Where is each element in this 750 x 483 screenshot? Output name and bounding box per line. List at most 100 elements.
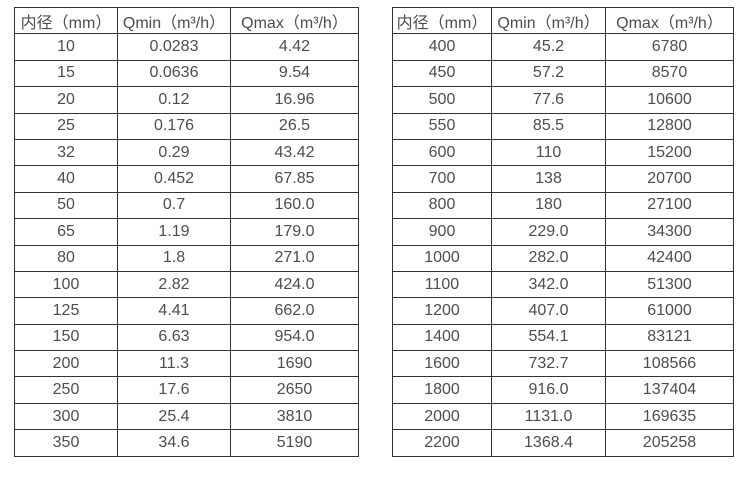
column-header: 内径（mm） bbox=[14, 6, 118, 35]
qmax-cell: 160.0 bbox=[230, 191, 359, 220]
table-row: 800 180 27100 bbox=[392, 191, 734, 220]
diameter-cell: 15 bbox=[14, 59, 118, 88]
diameter-cell: 50 bbox=[14, 191, 118, 220]
diameter-cell: 900 bbox=[392, 218, 492, 246]
diameter-cell: 800 bbox=[392, 191, 492, 220]
qmin-cell: 45.2 bbox=[491, 33, 606, 61]
qmin-cell: 0.29 bbox=[117, 138, 231, 167]
table-row: 150 6.63 954.0 bbox=[14, 323, 359, 352]
table-body: 400 45.2 6780 450 57.2 8570 500 77.6 10600 550 85.… bbox=[392, 33, 734, 457]
table-row: 1600 732.7 108566 bbox=[392, 350, 734, 378]
qmin-cell: 1368.4 bbox=[491, 429, 606, 457]
qmax-cell: 3810 bbox=[230, 402, 359, 431]
qmin-cell: 732.7 bbox=[491, 350, 606, 378]
qmax-cell: 16.96 bbox=[230, 86, 359, 114]
qmin-cell: 0.0636 bbox=[117, 59, 231, 88]
qmax-cell: 108566 bbox=[605, 350, 734, 378]
qmin-cell: 1.8 bbox=[117, 244, 231, 272]
qmax-cell: 26.5 bbox=[230, 112, 359, 140]
diameter-cell: 40 bbox=[14, 165, 118, 193]
table-row: 32 0.29 43.42 bbox=[14, 138, 359, 167]
diameter-cell: 25 bbox=[14, 112, 118, 140]
table-row: 40 0.452 67.85 bbox=[14, 165, 359, 193]
table-body: 10 0.0283 4.42 15 0.0636 9.54 20 0.12 16.96 25 0.1… bbox=[14, 33, 359, 457]
diameter-cell: 1800 bbox=[392, 376, 492, 404]
qmin-cell: 0.7 bbox=[117, 191, 231, 220]
diameter-cell: 1200 bbox=[392, 297, 492, 325]
table-row: 1000 282.0 42400 bbox=[392, 244, 734, 272]
diameter-cell: 1000 bbox=[392, 244, 492, 272]
diameter-cell: 1600 bbox=[392, 350, 492, 378]
table-row: 1100 342.0 51300 bbox=[392, 270, 734, 299]
table-header: 内径（mm） Qmin（m³/h） Qmax（m³/h） bbox=[392, 6, 734, 35]
diameter-cell: 10 bbox=[14, 33, 118, 61]
table-row: 1400 554.1 83121 bbox=[392, 323, 734, 352]
diameter-cell: 65 bbox=[14, 218, 118, 246]
qmax-cell: 179.0 bbox=[230, 218, 359, 246]
table-row: 600 110 15200 bbox=[392, 138, 734, 167]
header-row: 内径（mm） Qmin（m³/h） Qmax（m³/h） bbox=[392, 6, 734, 35]
diameter-cell: 1400 bbox=[392, 323, 492, 352]
table-row: 900 229.0 34300 bbox=[392, 218, 734, 246]
table-row: 300 25.4 3810 bbox=[14, 402, 359, 431]
qmin-cell: 0.12 bbox=[117, 86, 231, 114]
table-row: 10 0.0283 4.42 bbox=[14, 33, 359, 61]
diameter-cell: 300 bbox=[14, 402, 118, 431]
table-row: 100 2.82 424.0 bbox=[14, 270, 359, 299]
qmax-cell: 67.85 bbox=[230, 165, 359, 193]
diameter-cell: 20 bbox=[14, 86, 118, 114]
diameter-cell: 100 bbox=[14, 270, 118, 299]
table-row: 125 4.41 662.0 bbox=[14, 297, 359, 325]
qmax-cell: 5190 bbox=[230, 429, 359, 457]
table-row: 200 11.3 1690 bbox=[14, 350, 359, 378]
qmin-cell: 342.0 bbox=[491, 270, 606, 299]
diameter-cell: 700 bbox=[392, 165, 492, 193]
qmin-cell: 282.0 bbox=[491, 244, 606, 272]
qmin-cell: 554.1 bbox=[491, 323, 606, 352]
qmax-cell: 954.0 bbox=[230, 323, 359, 352]
table-row: 1200 407.0 61000 bbox=[392, 297, 734, 325]
table-row: 20 0.12 16.96 bbox=[14, 86, 359, 114]
table-row: 250 17.6 2650 bbox=[14, 376, 359, 404]
diameter-cell: 400 bbox=[392, 33, 492, 61]
qmax-cell: 271.0 bbox=[230, 244, 359, 272]
table-row: 1800 916.0 137404 bbox=[392, 376, 734, 404]
qmax-cell: 34300 bbox=[605, 218, 734, 246]
qmax-cell: 27100 bbox=[605, 191, 734, 220]
qmax-cell: 9.54 bbox=[230, 59, 359, 88]
qmin-cell: 229.0 bbox=[491, 218, 606, 246]
qmin-cell: 138 bbox=[491, 165, 606, 193]
qmin-cell: 407.0 bbox=[491, 297, 606, 325]
qmin-cell: 11.3 bbox=[117, 350, 231, 378]
table-row: 350 34.6 5190 bbox=[14, 429, 359, 457]
column-header: 内径（mm） bbox=[392, 6, 492, 35]
qmax-cell: 42400 bbox=[605, 244, 734, 272]
column-header: Qmin（m³/h） bbox=[491, 6, 606, 35]
qmin-cell: 25.4 bbox=[117, 402, 231, 431]
diameter-cell: 32 bbox=[14, 138, 118, 167]
qmin-cell: 916.0 bbox=[491, 376, 606, 404]
table-header: 内径（mm） Qmin（m³/h） Qmax（m³/h） bbox=[14, 6, 359, 35]
diameter-cell: 80 bbox=[14, 244, 118, 272]
diameter-cell: 450 bbox=[392, 59, 492, 88]
diameter-cell: 500 bbox=[392, 86, 492, 114]
qmax-cell: 169635 bbox=[605, 402, 734, 431]
qmax-cell: 662.0 bbox=[230, 297, 359, 325]
qmax-cell: 20700 bbox=[605, 165, 734, 193]
diameter-cell: 2200 bbox=[392, 429, 492, 457]
diameter-cell: 2000 bbox=[392, 402, 492, 431]
qmax-cell: 4.42 bbox=[230, 33, 359, 61]
qmin-cell: 0.452 bbox=[117, 165, 231, 193]
column-header: Qmax（m³/h） bbox=[605, 6, 734, 35]
diameter-cell: 125 bbox=[14, 297, 118, 325]
qmin-cell: 85.5 bbox=[491, 112, 606, 140]
qmin-cell: 57.2 bbox=[491, 59, 606, 88]
diameter-cell: 200 bbox=[14, 350, 118, 378]
diameter-cell: 550 bbox=[392, 112, 492, 140]
column-header: Qmin（m³/h） bbox=[117, 6, 231, 35]
qmax-cell: 424.0 bbox=[230, 270, 359, 299]
qmin-cell: 4.41 bbox=[117, 297, 231, 325]
diameter-cell: 350 bbox=[14, 429, 118, 457]
diameter-cell: 1100 bbox=[392, 270, 492, 299]
table-row: 500 77.6 10600 bbox=[392, 86, 734, 114]
